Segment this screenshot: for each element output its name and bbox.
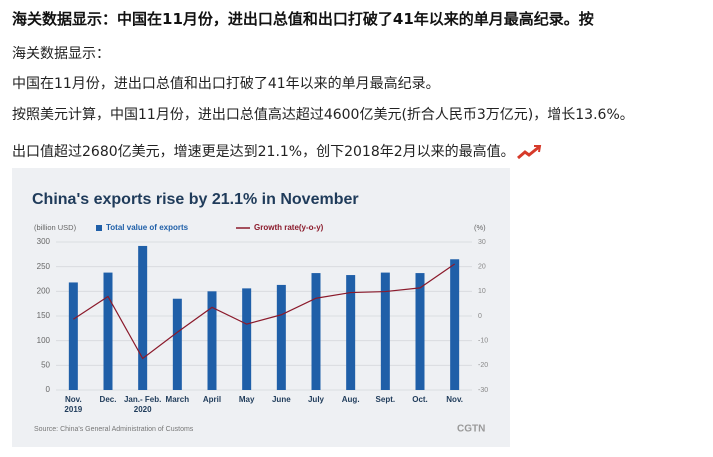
- y2-axis-label: (%): [474, 223, 486, 232]
- bar: [346, 275, 356, 390]
- y-tick-label: 200: [37, 286, 51, 295]
- headline: 海关数据显示：中国在11月份，进出口总值和出口打破了41年以来的单月最高纪录。按: [12, 10, 594, 28]
- trend-icon: [516, 145, 541, 160]
- x-tick-label: Sept.: [375, 395, 396, 404]
- y-tick-label: 50: [41, 360, 50, 369]
- y2-tick-label: 20: [478, 264, 486, 271]
- y-axis-label: (billion USD): [34, 223, 77, 232]
- bar: [242, 288, 252, 390]
- source: Source: China's General Administration o…: [34, 426, 194, 433]
- legend-label: Growth rate(y-o-y): [254, 223, 324, 232]
- y2-tick-label: -10: [478, 338, 488, 345]
- bar: [380, 272, 390, 390]
- y2-tick-label: -20: [478, 362, 488, 369]
- y-tick-label: 150: [37, 311, 51, 320]
- x-tick-label: Dec.: [99, 395, 117, 404]
- y-tick-label: 300: [37, 237, 51, 246]
- paragraph: 海关数据显示：: [12, 46, 110, 62]
- x-tick-label: Jan.- Feb. 2020: [123, 395, 162, 414]
- bar: [207, 291, 217, 390]
- chart: China's exports rise by 21.1% in Novembe…: [12, 168, 510, 447]
- y2-tick-label: 0: [478, 313, 482, 320]
- y-tick-label: 250: [37, 262, 51, 271]
- legend-label: Total value of exports: [106, 223, 189, 232]
- x-tick-label: July: [307, 395, 324, 404]
- legend-swatch: [96, 225, 102, 231]
- y2-tick-label: -30: [478, 387, 488, 394]
- bar: [311, 273, 321, 390]
- x-tick-label: Aug.: [341, 395, 360, 404]
- logo: CGTN: [457, 424, 485, 435]
- x-tick-label: June: [271, 395, 291, 404]
- chart-title: China's exports rise by 21.1% in Novembe…: [32, 191, 359, 208]
- bar: [138, 245, 148, 390]
- bar: [415, 273, 425, 390]
- x-tick-label: March: [165, 395, 190, 404]
- y2-tick-label: 30: [478, 239, 486, 246]
- y-tick-label: 0: [46, 385, 51, 394]
- x-tick-label: May: [238, 395, 255, 404]
- paragraph: 按照美元计算，中国11月份，进出口总值高达超过4600亿美元(折合人民币3万亿元…: [12, 107, 634, 123]
- bar: [172, 298, 182, 390]
- bar: [103, 272, 113, 390]
- line: [73, 263, 456, 360]
- bar: [68, 282, 78, 390]
- x-tick-label: April: [202, 395, 222, 404]
- bar: [450, 259, 460, 390]
- x-tick-label: Oct.: [412, 395, 428, 404]
- paragraph: 中国在11月份，进出口总值和出口打破了41年以来的单月最高纪录。: [12, 76, 440, 92]
- y2-tick-label: 10: [478, 288, 486, 295]
- paragraph-text: 出口值超过2680亿美元，增速更是达到21.1%，创下2018年2月以来的最高值…: [12, 144, 515, 160]
- chart-svg: China's exports rise by 21.1% in Novembe…: [32, 191, 488, 435]
- x-tick-label: Nov.: [446, 395, 464, 404]
- x-tick-label: Nov. 2019: [64, 395, 83, 414]
- y-tick-label: 100: [37, 336, 51, 345]
- paragraph: 出口值超过2680亿美元，增速更是达到21.1%，创下2018年2月以来的最高值…: [12, 141, 543, 161]
- bar: [276, 284, 286, 390]
